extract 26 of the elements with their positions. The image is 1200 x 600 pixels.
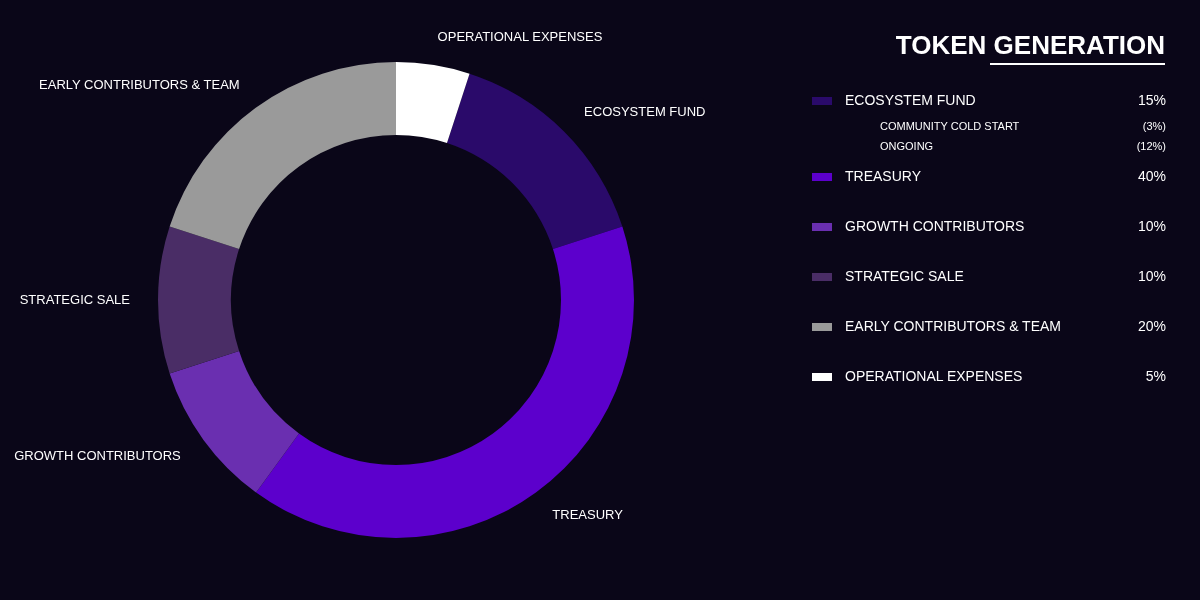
slice-label: STRATEGIC SALE xyxy=(19,292,131,307)
data-label: 10% xyxy=(1137,218,1166,234)
slice-label: GROWTH CONTRIBUTORS xyxy=(14,448,182,464)
text: COMMUNITY COLD START xyxy=(880,120,1020,132)
legend-label: OPERATIONAL EXPENSES xyxy=(845,368,1023,384)
text: (12%) xyxy=(1136,140,1166,152)
legend-label: ECOSYSTEM FUND xyxy=(845,92,976,108)
legend-label: GROWTH CONTRIBUTORS xyxy=(845,218,1025,234)
legend-label: STRATEGIC SALE xyxy=(845,268,964,284)
slice-label: OPERATIONAL EXPENSES xyxy=(437,29,603,45)
data-label: 20% xyxy=(1137,318,1166,334)
text: (3%) xyxy=(1142,120,1166,132)
slice-label: TREASURY xyxy=(552,507,624,523)
data-label: 15% xyxy=(1137,92,1166,108)
data-label: 5% xyxy=(1145,368,1166,384)
donut-slice xyxy=(158,226,240,374)
data-label: 10% xyxy=(1137,268,1166,284)
donut-slice xyxy=(256,226,634,538)
legend-label: EARLY CONTRIBUTORS & TEAM xyxy=(845,318,1062,334)
chart-title: TOKEN GENERATION xyxy=(895,30,1165,60)
text: ONGOING xyxy=(880,140,934,152)
donut-slice xyxy=(396,62,470,144)
legend-label: TREASURY xyxy=(845,168,922,184)
slice-label: EARLY CONTRIBUTORS & TEAM xyxy=(39,76,240,92)
slice-label: ECOSYSTEM FUND xyxy=(584,103,706,119)
data-label: 40% xyxy=(1137,168,1166,184)
